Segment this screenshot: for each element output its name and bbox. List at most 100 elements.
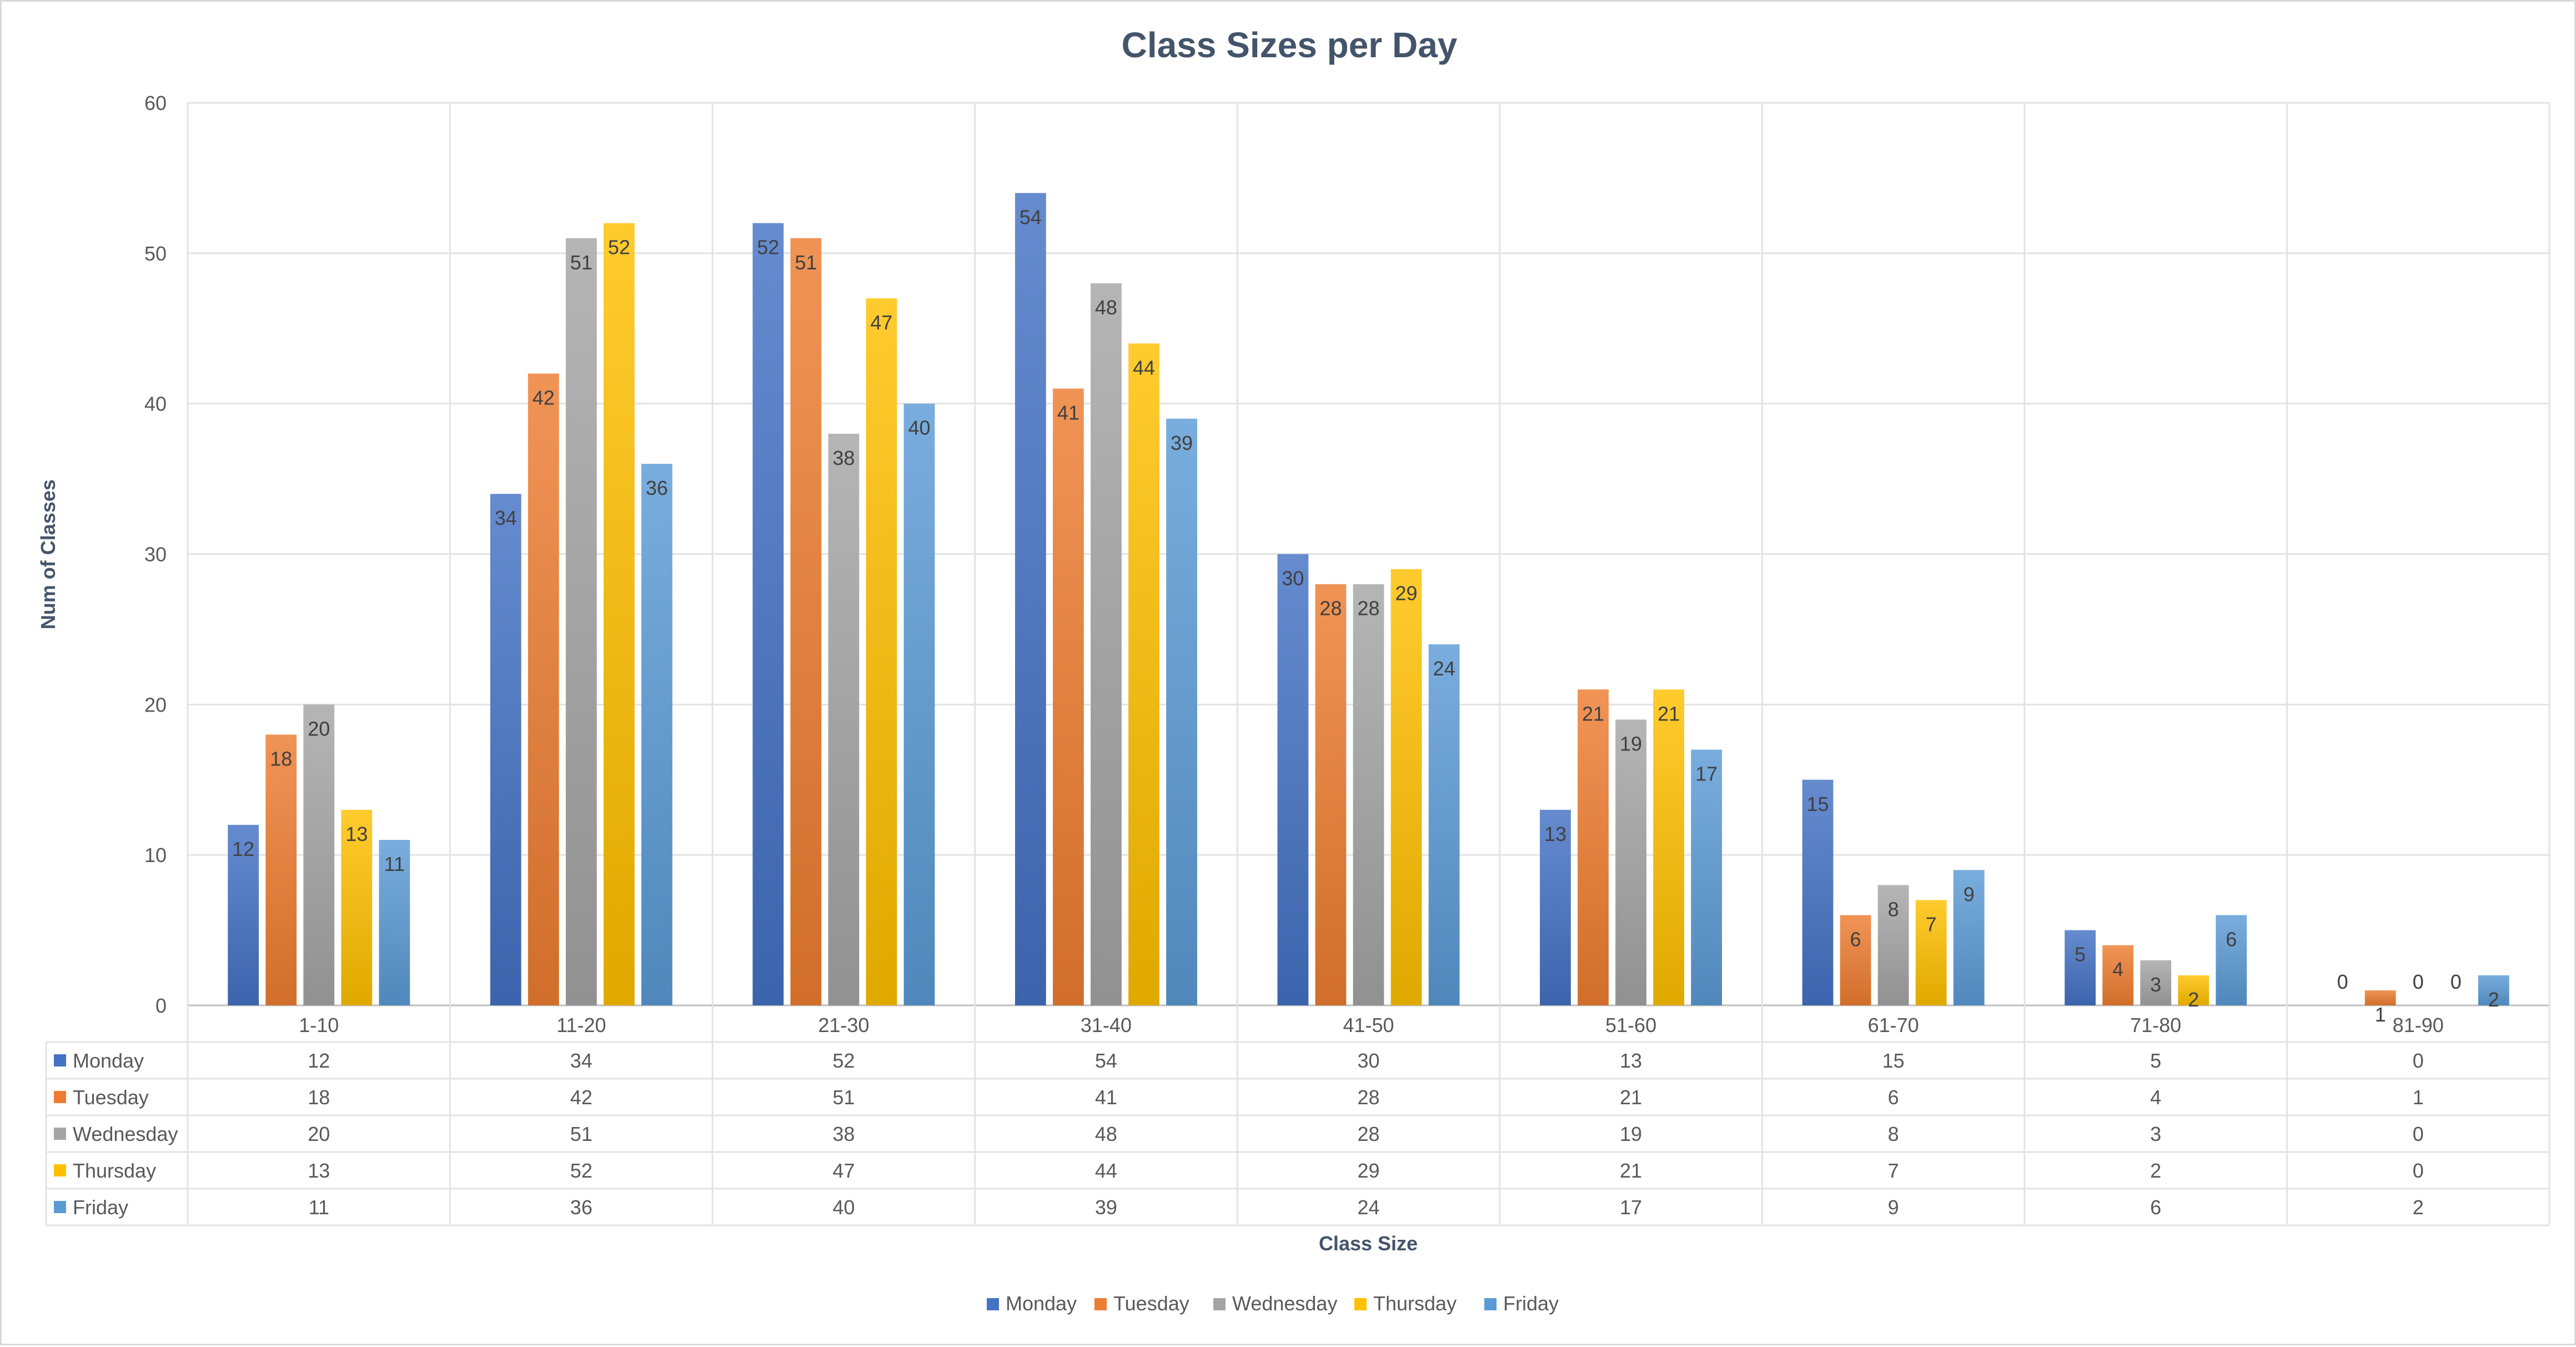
table-cell: 2 — [2150, 1159, 2161, 1182]
table-cell: 13 — [308, 1159, 330, 1182]
table-cell: 36 — [570, 1196, 592, 1219]
legend-key-thursday — [1354, 1298, 1367, 1310]
data-label: 36 — [646, 477, 668, 499]
bars — [228, 193, 2509, 1006]
bar-wednesday-51-60 — [1615, 719, 1646, 1005]
y-tick-label: 20 — [144, 693, 167, 716]
table-cell: 0 — [2413, 1159, 2424, 1182]
data-label: 8 — [1888, 898, 1899, 920]
data-label: 13 — [345, 823, 368, 845]
table-cell: 40 — [832, 1196, 855, 1219]
table-cell: 4 — [2150, 1086, 2161, 1109]
table-cell: 24 — [1357, 1196, 1379, 1219]
data-label: 34 — [495, 507, 517, 529]
bar-monday-51-60 — [1540, 809, 1571, 1005]
bar-thursday-1-10 — [341, 809, 373, 1005]
table-cell: 34 — [570, 1049, 592, 1072]
table-cell: 47 — [832, 1159, 855, 1182]
bar-monday-41-50 — [1277, 554, 1309, 1005]
bar-tuesday-21-30 — [790, 238, 822, 1005]
bar-tuesday-31-40 — [1052, 388, 1084, 1006]
x-tick-label: 61-70 — [1868, 1014, 1919, 1036]
y-tick-label: 50 — [144, 242, 167, 265]
data-label: 2 — [2488, 988, 2499, 1011]
bar-tuesday-71-80 — [2102, 945, 2134, 1005]
data-label: 42 — [533, 387, 555, 409]
bar-wednesday-1-10 — [303, 704, 335, 1005]
bar-monday-61-70 — [1802, 779, 1834, 1005]
table-cell: 44 — [1095, 1159, 1117, 1182]
legend-label-thursday: Thursday — [1373, 1292, 1457, 1315]
table-cell: 15 — [1882, 1049, 1905, 1072]
bar-thursday-11-20 — [603, 223, 635, 1006]
legend-label-tuesday: Tuesday — [1113, 1292, 1189, 1315]
table-cell: 42 — [570, 1086, 592, 1109]
bar-wednesday-31-40 — [1091, 283, 1122, 1005]
data-label: 3 — [2150, 973, 2161, 996]
data-label: 12 — [232, 838, 254, 860]
table-cell: 54 — [1095, 1049, 1117, 1072]
bar-monday-31-40 — [1015, 193, 1046, 1005]
bar-monday-71-80 — [2065, 930, 2096, 1005]
bar-tuesday-61-70 — [1840, 915, 1871, 1005]
legend-key-monday — [987, 1298, 999, 1310]
bar-wednesday-71-80 — [2140, 960, 2172, 1005]
bar-friday-1-10 — [379, 840, 410, 1005]
bar-friday-81-90 — [2478, 975, 2509, 1005]
data-label: 19 — [1620, 732, 1642, 755]
data-label: 17 — [1695, 763, 1718, 785]
data-label: 0 — [2451, 970, 2462, 993]
data-label: 44 — [1133, 356, 1155, 379]
data-label: 54 — [1020, 206, 1042, 229]
bar-friday-11-20 — [641, 464, 672, 1005]
data-label: 13 — [1544, 823, 1566, 845]
data-label: 29 — [1395, 582, 1418, 605]
bar-monday-21-30 — [752, 223, 784, 1006]
bar-thursday-41-50 — [1390, 569, 1422, 1005]
bar-monday-1-10 — [228, 825, 259, 1005]
table-series-label: Tuesday — [73, 1086, 149, 1109]
bar-thursday-51-60 — [1653, 689, 1685, 1005]
table-cell: 28 — [1357, 1086, 1379, 1109]
bar-monday-11-20 — [490, 494, 521, 1005]
data-table: 1-10 11-20 21-30 31-40 41-50 51-60 61-70 71-80 8… — [45, 1014, 2549, 1226]
legend-key-tuesday — [1094, 1298, 1107, 1310]
chart-title: Class Sizes per Day — [1122, 25, 1458, 65]
legend-key-friday — [1484, 1298, 1497, 1310]
x-tick-label: 31-40 — [1081, 1014, 1132, 1036]
data-label: 51 — [570, 251, 592, 274]
data-label: 28 — [1357, 597, 1379, 620]
x-axis-label: Class Size — [1319, 1232, 1418, 1255]
x-tick-label: 41-50 — [1343, 1014, 1394, 1036]
data-label: 48 — [1095, 296, 1117, 319]
y-axis-label: Num of Classes — [37, 479, 59, 629]
data-label: 2 — [2188, 988, 2199, 1011]
data-label: 5 — [2075, 943, 2086, 966]
bar-wednesday-41-50 — [1353, 584, 1384, 1005]
y-tick-label: 10 — [144, 844, 167, 867]
bar-wednesday-11-20 — [565, 238, 597, 1005]
data-label: 18 — [270, 748, 292, 770]
table-cell: 13 — [1620, 1049, 1642, 1072]
bar-thursday-31-40 — [1128, 343, 1159, 1006]
data-label: 1 — [2375, 1003, 2386, 1026]
x-tick-label: 11-20 — [556, 1014, 606, 1036]
data-label: 15 — [1806, 793, 1829, 815]
bar-friday-61-70 — [1953, 870, 1985, 1005]
data-label: 0 — [2337, 970, 2348, 993]
data-label: 21 — [1582, 702, 1604, 725]
bar-thursday-21-30 — [866, 298, 897, 1006]
table-legend-key — [54, 1201, 66, 1213]
table-legend-key — [54, 1054, 66, 1066]
y-tick-label: 30 — [144, 543, 167, 566]
table-cell: 51 — [832, 1086, 855, 1109]
data-label: 20 — [308, 717, 330, 740]
y-tick-label: 40 — [144, 393, 167, 415]
bar-tuesday-51-60 — [1578, 689, 1609, 1005]
table-cell: 5 — [2150, 1049, 2161, 1072]
data-label: 4 — [2112, 958, 2123, 981]
table-legend-key — [54, 1164, 66, 1176]
table-cell: 2 — [2413, 1196, 2424, 1219]
